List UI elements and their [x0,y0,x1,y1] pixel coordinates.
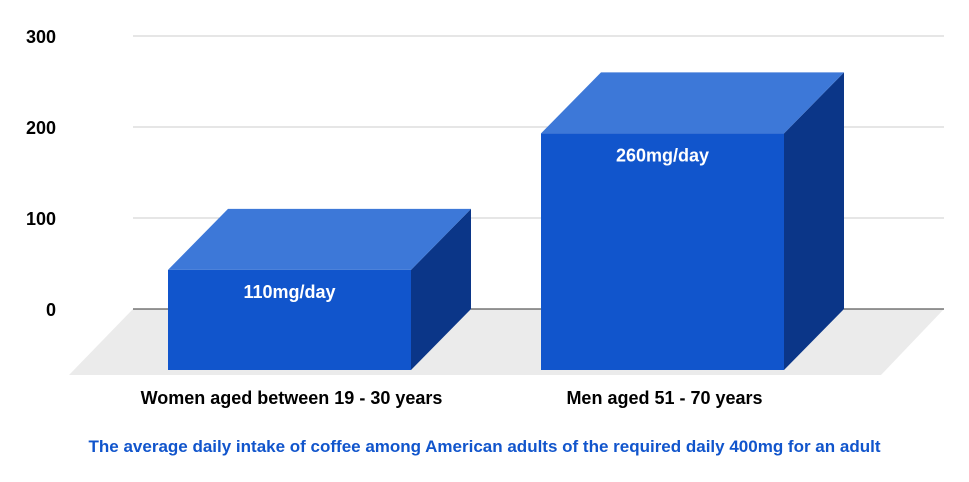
bar-side-face [784,72,844,371]
bar-top-face [168,208,471,270]
bar-front-face [168,269,411,370]
bar-top-face [541,72,844,134]
bar: 260mg/day [541,72,844,371]
bars: 110mg/day 260mg/day [168,72,844,371]
y-tick-label: 300 [26,27,56,47]
category-label: Women aged between 19 - 30 years [141,388,443,408]
y-tick-label: 200 [26,118,56,138]
bar: 110mg/day [168,208,471,370]
y-tick-label: 0 [46,300,56,320]
y-tick-label: 100 [26,209,56,229]
category-labels: Women aged between 19 - 30 years Men aged… [141,388,763,408]
data-label: 260mg/day [616,145,709,165]
bar-side-face [411,208,471,370]
category-label: Men aged 51 - 70 years [566,388,762,408]
chart-caption: The average daily intake of coffee among… [88,437,881,456]
bar-front-face [541,133,784,370]
y-axis-tick-labels: 0 100 200 300 [26,27,56,320]
data-label: 110mg/day [243,282,335,302]
